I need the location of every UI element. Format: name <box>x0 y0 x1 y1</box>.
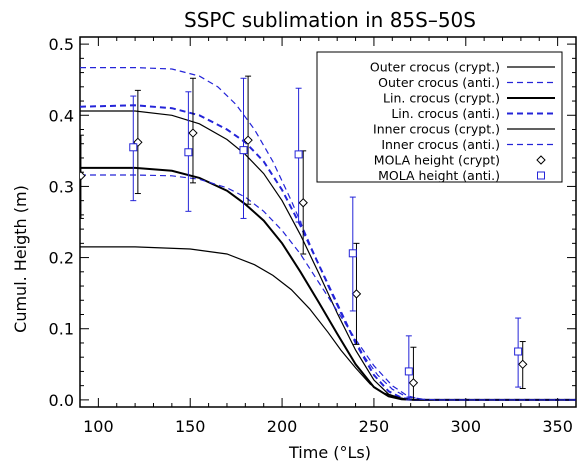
markers-group <box>80 75 528 401</box>
data-point-diamond <box>188 128 198 138</box>
data-point-diamond <box>351 289 362 299</box>
x-axis-label: Time (°Ls) <box>288 443 371 462</box>
x-tick-label: 300 <box>451 417 482 436</box>
series-line <box>80 166 576 401</box>
legend-label: Outer crocus (anti.) <box>378 75 500 90</box>
legend: Outer crocus (crypt.)Outer crocus (anti.… <box>316 51 563 183</box>
data-point-square <box>514 347 523 356</box>
x-tick-label: 100 <box>83 417 114 436</box>
y-tick-label: 0.2 <box>49 249 74 268</box>
x-tick-label: 200 <box>267 417 298 436</box>
legend-label: Outer crocus (crypt.) <box>370 60 500 75</box>
legend-label: Lin. crocus (crypt.) <box>383 91 500 106</box>
legend-label: Lin. crocus (anti.) <box>391 106 500 121</box>
y-tick-label: 0.5 <box>49 35 74 54</box>
x-tick-label: 250 <box>359 417 390 436</box>
legend-label: MOLA height (anti.) <box>378 168 500 183</box>
series-line <box>80 246 576 401</box>
chart-title: SSPC sublimation in 85S–50S <box>184 8 476 32</box>
data-point-square <box>294 150 303 159</box>
data-point-diamond <box>80 171 86 181</box>
legend-label: MOLA height (crypt) <box>374 153 500 168</box>
x-tick-label: 150 <box>175 417 206 436</box>
y-tick-label: 0.1 <box>49 320 74 339</box>
y-tick-label: 0.3 <box>49 177 74 196</box>
series-line <box>80 67 576 401</box>
data-point-diamond <box>243 135 253 145</box>
series-group <box>80 67 576 401</box>
data-point-diamond <box>408 378 419 388</box>
x-tick-label: 350 <box>542 417 573 436</box>
legend-marker-diamond <box>536 155 546 165</box>
data-point-square <box>129 143 138 152</box>
legend-label: Inner crocus (anti.) <box>381 137 500 152</box>
y-tick-label: 0.4 <box>49 106 74 125</box>
data-point-square <box>239 146 248 155</box>
legend-marker-square <box>537 171 545 180</box>
y-tick-label: 0.0 <box>49 391 74 410</box>
data-point-diamond <box>298 198 308 208</box>
data-point-square <box>348 249 357 258</box>
legend-label: Inner crocus (crypt.) <box>373 122 500 137</box>
series-line <box>80 174 576 401</box>
data-point-diamond <box>518 359 528 370</box>
plot-frame <box>79 36 577 408</box>
plot-area: 100 150 200 250 300 350 0.0 0.1 0.2 0.3 0.4 0.5 <box>49 35 577 436</box>
data-point-square <box>404 367 413 376</box>
legend-box <box>316 51 563 183</box>
y-axis-label: Cumul. Heigth (m) <box>11 185 30 333</box>
data-point-square <box>184 148 193 157</box>
